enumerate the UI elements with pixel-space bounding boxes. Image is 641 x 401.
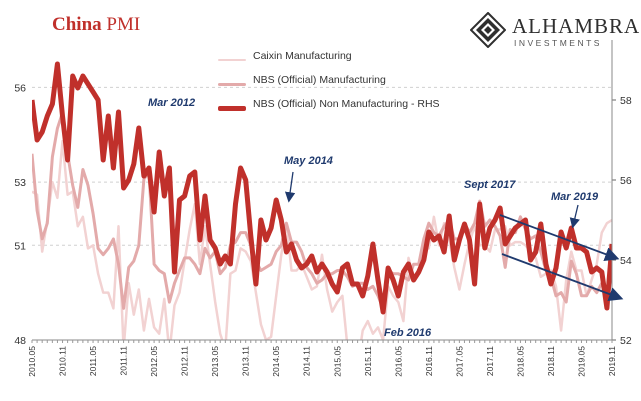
diamond-logo-icon (470, 12, 506, 48)
y-left-tick-label: 53 (14, 177, 26, 189)
x-tick-label: 2013.05 (210, 346, 220, 377)
annotation-sept-2017: Sept 2017 (464, 179, 516, 191)
legend-label-caixin: Caixin Manufacturing (253, 50, 352, 62)
annotation-feb-2016: Feb 2016 (384, 327, 432, 339)
chart-axes: 48 51 53 56 52 54 56 58 2010.05 2010.11 2011.05 201… (14, 40, 632, 377)
trend-arrow-upper (499, 214, 620, 261)
arrow-may-2014 (284, 171, 296, 203)
chart-series (32, 61, 612, 340)
y-right-tick-label: 52 (620, 335, 632, 347)
legend-label-nbs-non-manufacturing: NBS (Official) Non Manufacturing - RHS (253, 98, 440, 110)
logo-subtitle: INVESTMENTS (514, 38, 602, 48)
x-tick-label: 2012.05 (149, 346, 159, 377)
arrow-mar-2019 (569, 204, 580, 229)
x-tick-label: 2011.11 (119, 346, 129, 376)
x-tick-label: 2011.05 (88, 346, 98, 376)
x-tick-label: 2017.11 (485, 346, 495, 376)
x-tick-label: 2010.11 (58, 346, 68, 376)
x-tick-label: 2015.05 (332, 346, 342, 377)
y-left-tick-label: 51 (14, 240, 26, 252)
x-tick-label: 2014.11 (302, 346, 312, 376)
chart-title: China PMI (52, 14, 140, 36)
x-tick-label: 2014.05 (271, 346, 281, 377)
x-tick-label: 2012.11 (180, 346, 190, 376)
logo-name: ALHAMBRA (512, 14, 641, 38)
legend-swatch-nbs-non-manufacturing (218, 105, 246, 111)
title-part1: China (52, 14, 102, 35)
y-left-tick-label: 56 (14, 82, 26, 94)
x-tick-label: 2018.05 (515, 346, 525, 377)
y-right-tick-label: 54 (620, 255, 632, 267)
title-part2: PMI (106, 14, 141, 35)
y-left-tick-label: 48 (14, 335, 26, 347)
annotation-may-2014: May 2014 (284, 155, 333, 167)
legend-swatch-nbs-manufacturing (218, 82, 246, 86)
x-tick-label: 2015.11 (363, 346, 373, 376)
x-tick-label: 2010.05 (27, 346, 37, 377)
company-logo: ALHAMBRA INVESTMENTS (470, 12, 640, 52)
y-right-tick-label: 56 (620, 175, 632, 187)
x-tick-label: 2013.11 (241, 346, 251, 376)
x-tick-label: 2018.11 (546, 346, 556, 376)
legend-label-nbs-manufacturing: NBS (Official) Manufacturing (253, 74, 386, 86)
x-tick-label: 2019.11 (607, 346, 617, 376)
series-line-caixin (32, 139, 612, 340)
x-tick-label: 2017.05 (454, 346, 464, 377)
x-tick-label: 2016.11 (424, 346, 434, 376)
annotation-mar-2019: Mar 2019 (551, 191, 599, 203)
series-line-nbs-non-manufacturing (32, 61, 612, 315)
trend-arrow-lower (501, 253, 624, 301)
x-tick-label: 2016.05 (393, 346, 403, 377)
x-tick-label: 2019.05 (576, 346, 586, 377)
legend-swatch-caixin (218, 58, 246, 62)
chart-annotations: Mar 2012 May 2014 Feb 2016 Sept 2017 Mar 201… (148, 97, 624, 339)
y-right-tick-label: 58 (620, 95, 632, 107)
annotation-mar-2012: Mar 2012 (148, 97, 195, 109)
